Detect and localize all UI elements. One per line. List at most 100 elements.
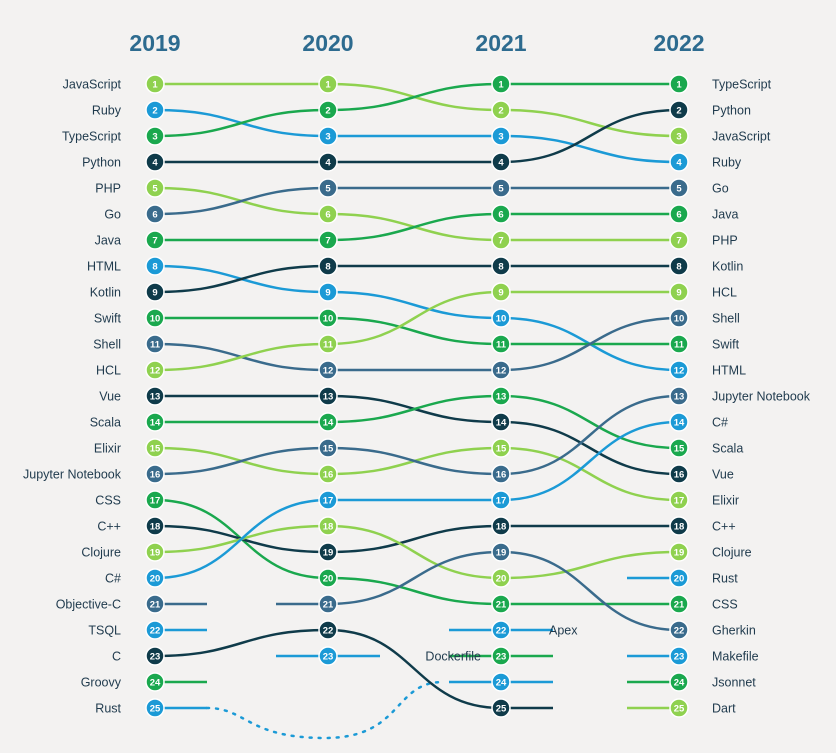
series-makefile-rank-2020: 23 [323,651,334,662]
series-c-rank-2019: 23 [150,651,161,662]
series-groovy-dot-2019 [145,672,165,692]
right-label: Go [712,182,729,196]
series-c--dot-2022 [669,412,689,432]
series-elixir-line [500,446,680,502]
series-c--dot-2022 [669,516,689,536]
series-c--rank-2021: 17 [496,495,507,506]
series-php-rank-2021: 7 [498,235,503,246]
series-python-dot-2022 [669,100,689,120]
series-shell-line [500,316,680,372]
series-javascript-dot-2021 [491,100,511,120]
series-elixir-dot-2022 [669,490,689,510]
series-kotlin-dot-2021 [491,256,511,276]
series-jupyter-notebook-dot-2022 [669,386,689,406]
series-jupyter-notebook-dot-2020 [318,438,338,458]
series-html-rank-2021: 10 [496,313,507,324]
series-kotlin-dot-2022 [669,256,689,276]
series-hcl-dot-2021 [491,282,511,302]
series-kotlin-rank-2020: 8 [325,261,330,272]
series-css-rank-2019: 17 [150,495,161,506]
right-label: C++ [712,520,736,534]
right-label: Scala [712,442,743,456]
series-javascript-rank-2020: 1 [325,79,331,90]
series-ruby-dot-2021 [491,126,511,146]
series-css-dot-2020 [318,568,338,588]
series-hcl-line [327,290,502,346]
series-javascript-dot-2019 [145,74,165,94]
series-tsql-rank-2019: 22 [150,625,161,636]
series-c--rank-2022: 18 [674,521,685,532]
series-gherkin-rank-2022: 22 [674,625,685,636]
series-gherkin-rank-2021: 19 [496,547,507,558]
series-c--line [327,524,502,554]
year-header-2019: 2019 [129,30,180,56]
series-java-rank-2020: 7 [325,235,330,246]
series-python-rank-2021: 4 [498,157,504,168]
series-jupyter-notebook-rank-2021: 16 [496,469,507,480]
series-objective-c-dot-2019 [145,594,165,614]
series-typescript-line [327,82,502,112]
left-label: Elixir [94,442,121,456]
series-vue-dot-2020 [318,386,338,406]
series-php-rank-2022: 7 [676,235,681,246]
series-css-dot-2021 [491,594,511,614]
series-kotlin-rank-2019: 9 [152,287,157,298]
series-elixir-rank-2021: 15 [496,443,507,454]
series-typescript-dot-2022 [669,74,689,94]
left-label: Objective-C [56,598,121,612]
series-c--rank-2019: 20 [150,573,161,584]
year-header-2022: 2022 [653,30,704,56]
series-vue-dot-2019 [145,386,165,406]
series-swift-rank-2020: 10 [323,313,334,324]
series-kotlin-dot-2019 [145,282,165,302]
series-ruby-dot-2019 [145,100,165,120]
series-dockerfile-rank-2021: 23 [496,651,507,662]
series-c--rank-2020: 17 [323,495,334,506]
right-label: Java [712,208,738,222]
series-shell-dot-2019 [145,334,165,354]
series-css-line [327,576,502,606]
series-ruby-rank-2019: 2 [152,105,157,116]
right-label: C# [712,416,728,430]
series-hcl-dot-2020 [318,334,338,354]
series-html-rank-2019: 8 [152,261,157,272]
series-scala-rank-2019: 14 [150,417,161,428]
series-makefile-dot-2020 [318,646,338,666]
series-javascript-rank-2019: 1 [152,79,158,90]
series-hcl-rank-2019: 12 [150,365,161,376]
series-python-dot-2020 [318,152,338,172]
left-label: TSQL [88,624,121,638]
left-label: Rust [95,702,121,716]
series-typescript-rank-2019: 3 [152,131,157,142]
series-dart-rank-2022: 25 [674,703,685,714]
series-typescript-rank-2021: 1 [498,79,504,90]
series-c--dot-2021 [491,490,511,510]
series-clojure-rank-2022: 19 [674,547,685,558]
left-label: HCL [96,364,121,378]
series-kotlin-rank-2022: 8 [676,261,681,272]
series-typescript-dot-2020 [318,100,338,120]
series-java-rank-2022: 6 [676,209,681,220]
series-ruby-rank-2022: 4 [676,157,682,168]
series-vue-rank-2021: 14 [496,417,507,428]
year-header-2020: 2020 [302,30,353,56]
series-css-rank-2022: 21 [674,599,685,610]
series-ruby-rank-2020: 3 [325,131,330,142]
series-ruby-dot-2020 [318,126,338,146]
series-jupyter-notebook-rank-2019: 16 [150,469,161,480]
series-css-dot-2019 [145,490,165,510]
series-html-dot-2020 [318,282,338,302]
series-elixir-rank-2020: 16 [323,469,334,480]
right-label: HTML [712,364,746,378]
left-label: Java [95,234,121,248]
series-c--rank-2019: 18 [150,521,161,532]
series-python-rank-2022: 2 [676,105,681,116]
right-label: Swift [712,338,740,352]
series-c-line [154,628,329,658]
series-c--rank-2021: 18 [496,521,507,532]
series-html-rank-2020: 9 [325,287,330,298]
series-gherkin-dot-2020 [318,594,338,614]
left-label: Go [104,208,121,222]
series-hcl-line [154,342,329,372]
